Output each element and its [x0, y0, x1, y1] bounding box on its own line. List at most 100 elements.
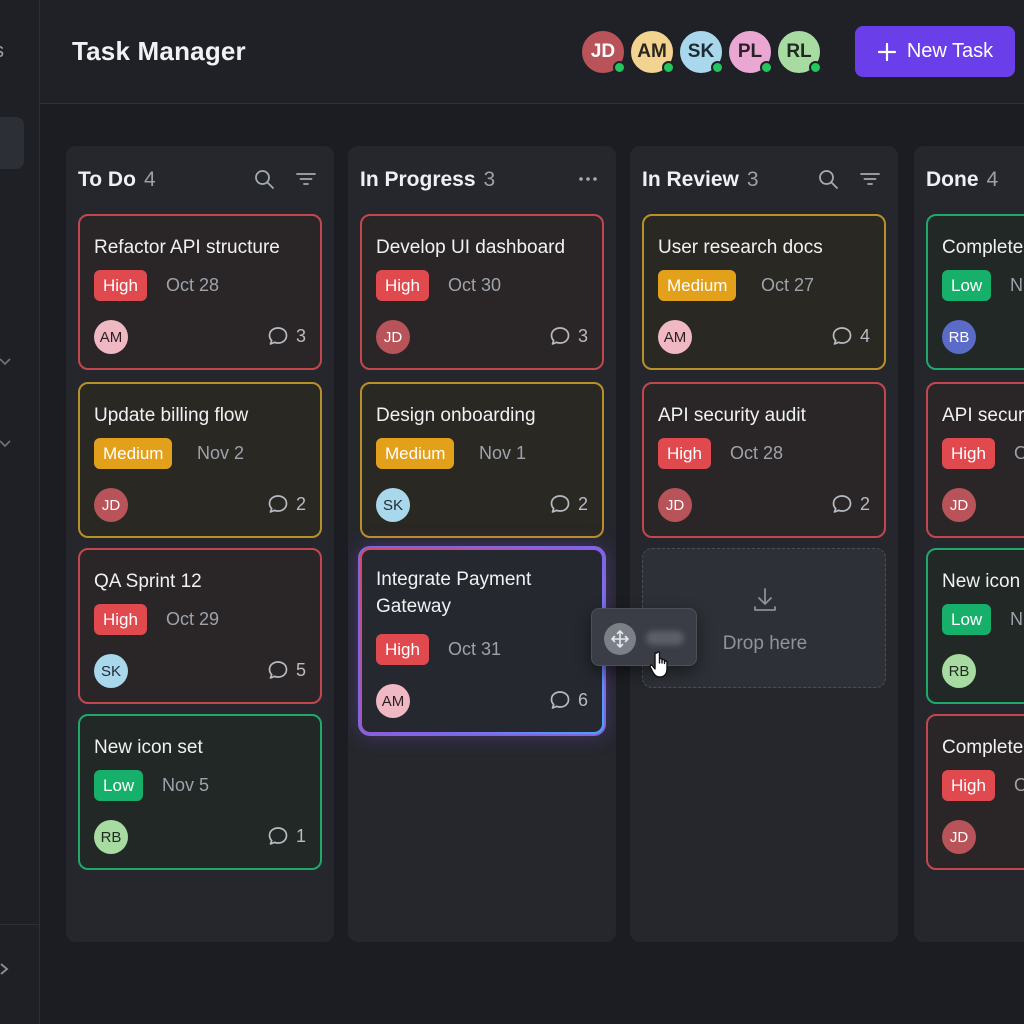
comment-count[interactable]: 2	[267, 493, 306, 515]
task-card[interactable]: New icon Low N RB	[926, 548, 1024, 704]
assignee-avatar[interactable]: JD	[942, 820, 976, 854]
comment-count[interactable]: 2	[831, 493, 870, 515]
priority-badge: High	[376, 634, 429, 665]
assignee-avatar[interactable]: JD	[94, 488, 128, 522]
due-date: Nov 2	[197, 443, 245, 463]
chevron-down-icon[interactable]	[0, 436, 12, 450]
priority-badge: High	[658, 438, 711, 469]
task-card[interactable]: Refactor API structure High Oct 28 AM 3	[78, 214, 322, 370]
comment-count[interactable]: 2	[549, 493, 588, 515]
search-icon[interactable]	[817, 168, 839, 190]
team-avatars[interactable]: JD AM SK PL RL	[580, 29, 825, 75]
task-card[interactable]: API secur High O JD	[926, 382, 1024, 538]
online-status-dot	[760, 61, 773, 74]
comment-icon	[549, 325, 571, 347]
plus-icon	[877, 42, 896, 61]
column-title: Done 4	[926, 168, 998, 192]
sidebar-nav-label[interactable]: s	[0, 40, 4, 63]
team-avatar-initials: JD	[590, 41, 616, 62]
assignee-avatar[interactable]: JD	[376, 320, 410, 354]
new-task-label: New Task	[906, 40, 994, 62]
task-card[interactable]: Complete High O JD	[926, 714, 1024, 870]
comment-count[interactable]: 3	[549, 325, 588, 347]
task-title: Update billing flow	[94, 405, 249, 426]
column-count: 4	[986, 168, 999, 191]
task-title: API security audit	[658, 405, 806, 426]
task-card[interactable]: Complete Low N RB	[926, 214, 1024, 370]
team-avatar[interactable]: AM	[629, 29, 675, 75]
task-title: Design onboarding	[376, 405, 536, 426]
team-avatar[interactable]: JD	[580, 29, 626, 75]
team-avatar[interactable]: PL	[727, 29, 773, 75]
comment-count[interactable]: 5	[267, 659, 306, 681]
due-date: O	[1014, 775, 1024, 795]
assignee-avatar[interactable]: JD	[658, 488, 692, 522]
drag-preview[interactable]	[591, 608, 697, 666]
priority-badge: Medium	[658, 270, 737, 301]
team-avatar[interactable]: RL	[776, 29, 822, 75]
priority-badge: Low	[94, 770, 144, 801]
assignee-avatar[interactable]: AM	[94, 320, 128, 354]
column-title-text: In Review	[642, 168, 739, 191]
due-date: Oct 30	[448, 275, 502, 295]
task-card[interactable]: New icon set Low Nov 5 RB 1	[78, 714, 322, 870]
column-done: Done 4 Complete Low N RB API secur High O JD New i…	[914, 146, 1024, 942]
priority-badge: Medium	[376, 438, 455, 469]
filter-icon[interactable]	[859, 168, 881, 190]
priority-badge: High	[94, 604, 147, 635]
search-icon[interactable]	[253, 168, 275, 190]
sidebar-item-active[interactable]	[0, 117, 24, 169]
priority-badge: Low	[942, 604, 992, 635]
due-date: Nov 1	[479, 443, 527, 463]
assignee-avatar[interactable]: SK	[94, 654, 128, 688]
comment-count[interactable]: 4	[831, 325, 870, 347]
task-card[interactable]: API security audit High Oct 28 JD 2	[642, 382, 886, 538]
task-card[interactable]: Design onboarding Medium Nov 1 SK 2	[360, 382, 604, 538]
task-card[interactable]: Update billing flow Medium Nov 2 JD 2	[78, 382, 322, 538]
task-title: User research docs	[658, 237, 823, 258]
comment-count[interactable]: 1	[267, 825, 306, 847]
chevron-down-icon[interactable]	[0, 354, 12, 368]
team-avatar[interactable]: SK	[678, 29, 724, 75]
online-status-dot	[662, 61, 675, 74]
task-title: Complete	[942, 737, 1024, 758]
comment-count[interactable]: 6	[549, 689, 588, 711]
task-card[interactable]: User research docs Medium Oct 27 AM 4	[642, 214, 886, 370]
due-date: Oct 27	[761, 275, 815, 295]
column-count: 4	[143, 168, 156, 191]
drop-zone-label: Drop here	[722, 633, 808, 654]
online-status-dot	[809, 61, 822, 74]
assignee-avatar[interactable]: RB	[94, 820, 128, 854]
filter-icon[interactable]	[295, 168, 317, 190]
comment-icon	[267, 659, 289, 681]
hand-cursor-icon	[649, 651, 668, 678]
task-card-dragging[interactable]: Integrate Payment Gateway High Oct 31 AM 6	[360, 548, 604, 734]
drag-preview-blur	[646, 631, 684, 645]
expand-sidebar-icon[interactable]	[0, 962, 10, 976]
assignee-avatar[interactable]: SK	[376, 488, 410, 522]
assignee-avatar[interactable]: AM	[376, 684, 410, 718]
priority-badge: Low	[942, 270, 992, 301]
assignee-avatar[interactable]: RB	[942, 320, 976, 354]
column-in-progress: In Progress 3 Develop UI dashboard High Oct …	[348, 146, 616, 942]
comment-icon	[549, 689, 571, 711]
comment-icon	[267, 325, 289, 347]
priority-badge: High	[942, 770, 995, 801]
comment-count-value: 1	[295, 825, 306, 846]
assignee-avatar[interactable]: RB	[942, 654, 976, 688]
due-date: Oct 29	[166, 609, 220, 629]
task-card[interactable]: QA Sprint 12 High Oct 29 SK 5	[78, 548, 322, 704]
comment-count-value: 3	[295, 325, 306, 346]
due-date: N	[1010, 275, 1023, 295]
assignee-avatar[interactable]: AM	[658, 320, 692, 354]
new-task-button[interactable]: New Task	[855, 26, 1015, 77]
more-icon[interactable]	[577, 168, 599, 190]
task-title: Develop UI dashboard	[376, 237, 566, 258]
task-title: Integrate Payment Gateway	[376, 569, 532, 617]
column-to-do: To Do 4 Refactor API structure High Oct 28 AM…	[66, 146, 334, 942]
comment-count[interactable]: 3	[267, 325, 306, 347]
download-icon	[754, 588, 776, 611]
comment-icon	[831, 325, 853, 347]
assignee-avatar[interactable]: JD	[942, 488, 976, 522]
task-card[interactable]: Develop UI dashboard High Oct 30 JD 3	[360, 214, 604, 370]
